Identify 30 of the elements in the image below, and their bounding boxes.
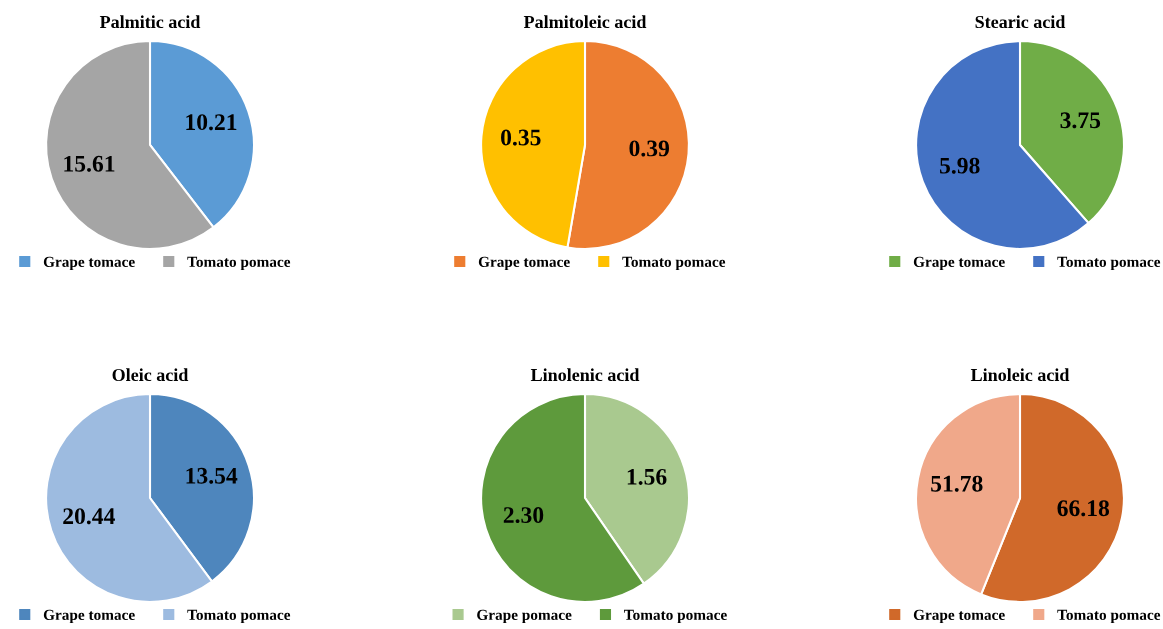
chart-title: Stearic acid xyxy=(975,15,1066,29)
data-label: 20.44 xyxy=(63,508,115,525)
legend-label: Tomato pomace xyxy=(1057,256,1161,271)
chart-title: Oleic acid xyxy=(112,368,189,382)
legend-label: Grape tomace xyxy=(43,256,135,271)
data-label: 2.30 xyxy=(503,507,544,524)
data-label: 3.75 xyxy=(1060,112,1101,129)
legend-label: Tomato pomace xyxy=(187,609,291,624)
chart-title: Linoleic acid xyxy=(970,368,1070,382)
legend-label: Grape tomace xyxy=(478,256,570,271)
legend-label: Tomato pomace xyxy=(624,609,727,624)
data-label: 0.35 xyxy=(501,129,541,146)
data-label: 51.78 xyxy=(931,475,983,492)
data-label: 0.39 xyxy=(629,140,670,157)
data-label: 10.21 xyxy=(186,114,237,131)
legend-label: Grape pomace xyxy=(477,609,572,624)
legend-label: Grape tomace xyxy=(913,609,1005,624)
legend-label: Tomato pomace xyxy=(187,256,291,271)
legend-label: Grape tomace xyxy=(913,256,1005,271)
data-label: 66.18 xyxy=(1057,500,1110,517)
data-label: 13.54 xyxy=(186,467,238,484)
chart-title: Palmitoleic acid xyxy=(523,15,647,29)
data-label: 1.56 xyxy=(627,468,667,485)
legend-label: Grape tomace xyxy=(43,609,135,624)
chart-title: Palmitic acid xyxy=(99,15,201,29)
chart-title: Linolenic acid xyxy=(530,368,640,382)
legend-label: Tomato pomace xyxy=(1057,609,1161,624)
data-label: 15.61 xyxy=(64,155,115,172)
legend-label: Tomato pomace xyxy=(622,256,726,271)
data-label: 5.98 xyxy=(939,157,980,174)
